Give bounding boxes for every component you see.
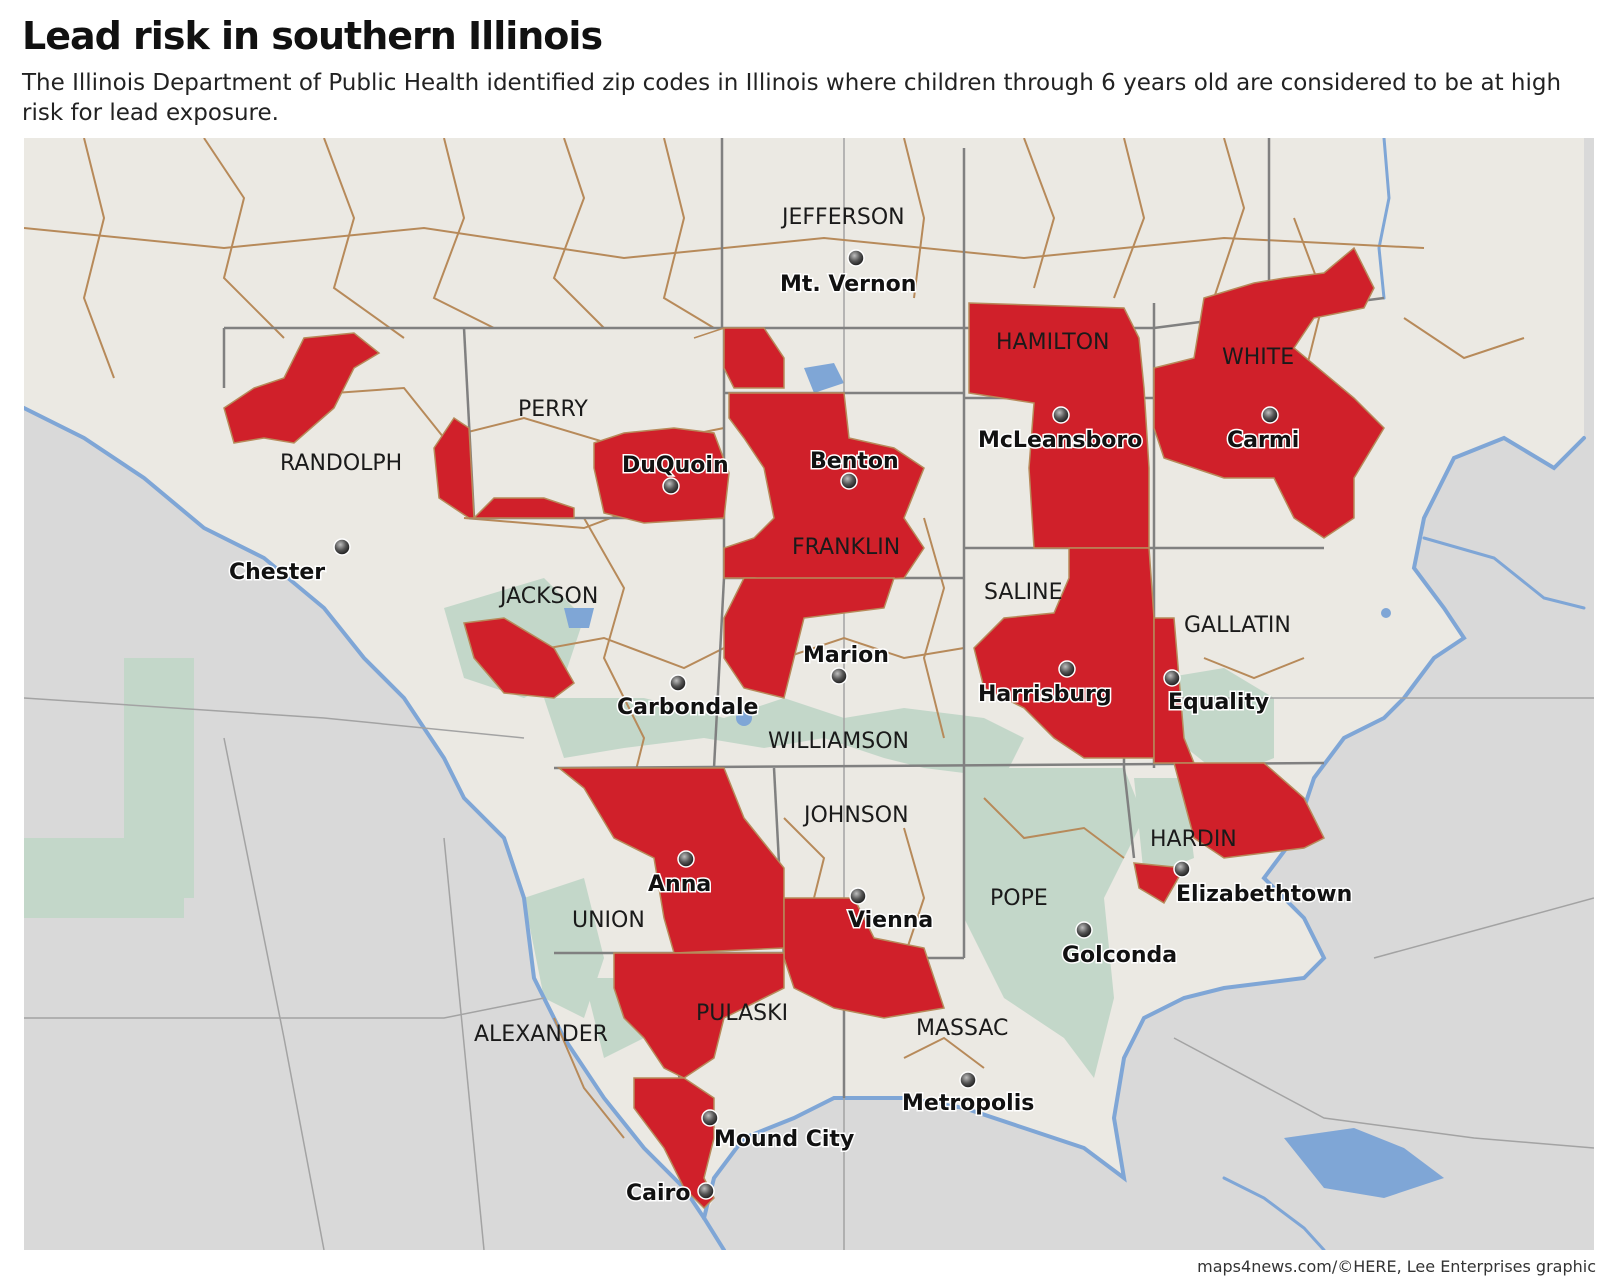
city-dot-carbondale: [669, 674, 687, 692]
risk-zone-gallatin: [1153, 617, 1196, 764]
city-label-mcleansboro: McLeansboro: [978, 428, 1142, 453]
city-dot-golconda: [1075, 921, 1093, 939]
risk-zone-jackson: [463, 617, 575, 699]
map-svg: JEFFERSON HAMILTON WHITE PERRY RANDOLPH …: [24, 138, 1594, 1250]
city-dot-mt-vernon: [847, 249, 865, 267]
county-label-perry: PERRY: [518, 397, 588, 422]
city-label-golconda: Golconda: [1062, 943, 1177, 968]
county-label-williamson: WILLIAMSON: [768, 729, 909, 754]
forest-areas: [24, 578, 1274, 1078]
county-label-massac: MASSAC: [916, 1016, 1008, 1041]
county-label-pulaski: PULASKI: [696, 1001, 788, 1026]
city-label-carbondale: Carbondale: [617, 695, 758, 720]
city-dot-equality: [1163, 669, 1181, 687]
county-label-hardin: HARDIN: [1150, 827, 1237, 852]
county-label-franklin: FRANKLIN: [792, 535, 900, 560]
city-markers: [333, 249, 1279, 1200]
source-credit: maps4news.com/©HERE, Lee Enterprises gra…: [1197, 1257, 1596, 1276]
city-dot-anna: [677, 850, 695, 868]
risk-zone-jefferson-south: [693, 326, 785, 389]
county-label-randolph: RANDOLPH: [280, 451, 402, 476]
county-label-saline: SALINE: [984, 580, 1063, 605]
map-title: Lead risk in southern Illinois: [22, 14, 603, 58]
map-area: JEFFERSON HAMILTON WHITE PERRY RANDOLPH …: [24, 138, 1594, 1250]
county-label-gallatin: GALLATIN: [1184, 613, 1291, 638]
city-dot-carmi: [1261, 406, 1279, 424]
county-label-hamilton: HAMILTON: [996, 330, 1110, 355]
city-dot-harrisburg: [1058, 660, 1076, 678]
lakes: [564, 363, 1444, 1198]
risk-zone-randolph: [223, 332, 381, 444]
city-label-equality: Equality: [1168, 690, 1269, 715]
city-dot-marion: [830, 667, 848, 685]
risk-zone-union-anna: [556, 767, 785, 954]
city-label-benton: Benton: [810, 449, 899, 474]
city-dot-cairo: [697, 1182, 715, 1200]
city-dot-chester: [333, 538, 351, 556]
city-label-mound-city: Mound City: [714, 1127, 854, 1152]
county-label-johnson: JOHNSON: [802, 803, 909, 828]
risk-zone-white: [1153, 246, 1385, 539]
city-label-harrisburg: Harrisburg: [978, 682, 1112, 707]
city-dot-vienna: [849, 887, 867, 905]
city-label-marion: Marion: [803, 643, 889, 668]
city-label-metropolis: Metropolis: [902, 1091, 1034, 1116]
city-label-chester: Chester: [229, 560, 325, 585]
risk-zone-elizabethtown: [1133, 862, 1186, 905]
risk-zone-johnson-vienna: [783, 897, 945, 1019]
county-label-pope: POPE: [990, 886, 1048, 911]
city-dot-metropolis: [959, 1071, 977, 1089]
county-label-union: UNION: [572, 908, 645, 933]
city-label-duquoin: DuQuoin: [622, 453, 729, 478]
city-labels: Mt. Vernon McLeansboro Carmi DuQuoin Ben…: [228, 271, 1354, 1208]
county-label-white: WHITE: [1222, 345, 1294, 370]
rivers: [24, 138, 1586, 1250]
county-label-jackson: JACKSON: [498, 584, 598, 609]
risk-zone-mound-city-cairo: [633, 1077, 715, 1210]
risk-zone-hardin: [1173, 762, 1326, 859]
city-label-mt-vernon: Mt. Vernon: [780, 272, 916, 297]
roads: [24, 138, 1594, 1250]
city-dot-duquoin: [662, 477, 680, 495]
risk-zone-perry-west: [433, 416, 575, 520]
risk-zone-duquoin: [593, 427, 730, 524]
city-label-elizabethtown: Elizabethtown: [1176, 882, 1352, 907]
city-dot-benton: [840, 472, 858, 490]
map-subtitle: The Illinois Department of Public Health…: [22, 70, 1562, 126]
city-label-cairo: Cairo: [626, 1181, 691, 1206]
county-label-jefferson: JEFFERSON: [780, 205, 905, 230]
county-label-alexander: ALEXANDER: [474, 1022, 608, 1047]
city-dot-mound-city: [701, 1109, 719, 1127]
city-dot-mcleansboro: [1052, 406, 1070, 424]
city-label-vienna: Vienna: [848, 908, 933, 933]
risk-zone-williamson: [723, 577, 896, 699]
city-label-anna: Anna: [648, 872, 711, 897]
high-risk-zones: [223, 246, 1385, 1210]
county-labels: JEFFERSON HAMILTON WHITE PERRY RANDOLPH …: [280, 205, 1294, 1047]
city-label-carmi: Carmi: [1227, 428, 1299, 453]
city-dot-elizabethtown: [1173, 860, 1191, 878]
